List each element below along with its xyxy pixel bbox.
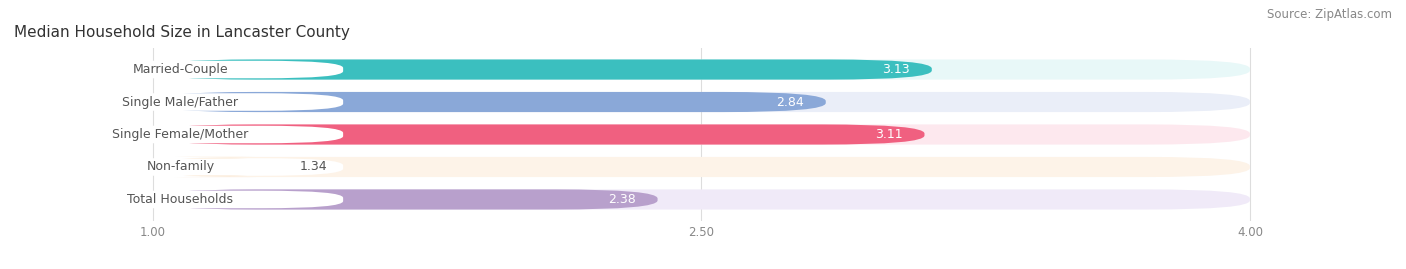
FancyBboxPatch shape	[153, 157, 1250, 177]
FancyBboxPatch shape	[153, 59, 1250, 80]
Text: Median Household Size in Lancaster County: Median Household Size in Lancaster Count…	[14, 25, 350, 40]
FancyBboxPatch shape	[153, 125, 925, 144]
Text: Single Male/Father: Single Male/Father	[122, 95, 239, 108]
Text: 3.13: 3.13	[882, 63, 910, 76]
FancyBboxPatch shape	[153, 125, 1250, 144]
FancyBboxPatch shape	[18, 126, 343, 143]
FancyBboxPatch shape	[153, 92, 825, 112]
FancyBboxPatch shape	[18, 93, 343, 111]
Text: 2.84: 2.84	[776, 95, 804, 108]
FancyBboxPatch shape	[18, 61, 343, 78]
Text: Non-family: Non-family	[146, 161, 215, 174]
FancyBboxPatch shape	[153, 189, 1250, 210]
Text: Married-Couple: Married-Couple	[132, 63, 228, 76]
Text: Single Female/Mother: Single Female/Mother	[112, 128, 249, 141]
Text: 2.38: 2.38	[607, 193, 636, 206]
FancyBboxPatch shape	[153, 59, 932, 80]
Text: 1.34: 1.34	[299, 161, 326, 174]
FancyBboxPatch shape	[153, 189, 658, 210]
FancyBboxPatch shape	[18, 191, 343, 208]
Text: Total Households: Total Households	[128, 193, 233, 206]
FancyBboxPatch shape	[153, 92, 1250, 112]
FancyBboxPatch shape	[18, 158, 343, 176]
Text: 3.11: 3.11	[875, 128, 903, 141]
FancyBboxPatch shape	[153, 157, 277, 177]
Text: Source: ZipAtlas.com: Source: ZipAtlas.com	[1267, 8, 1392, 21]
